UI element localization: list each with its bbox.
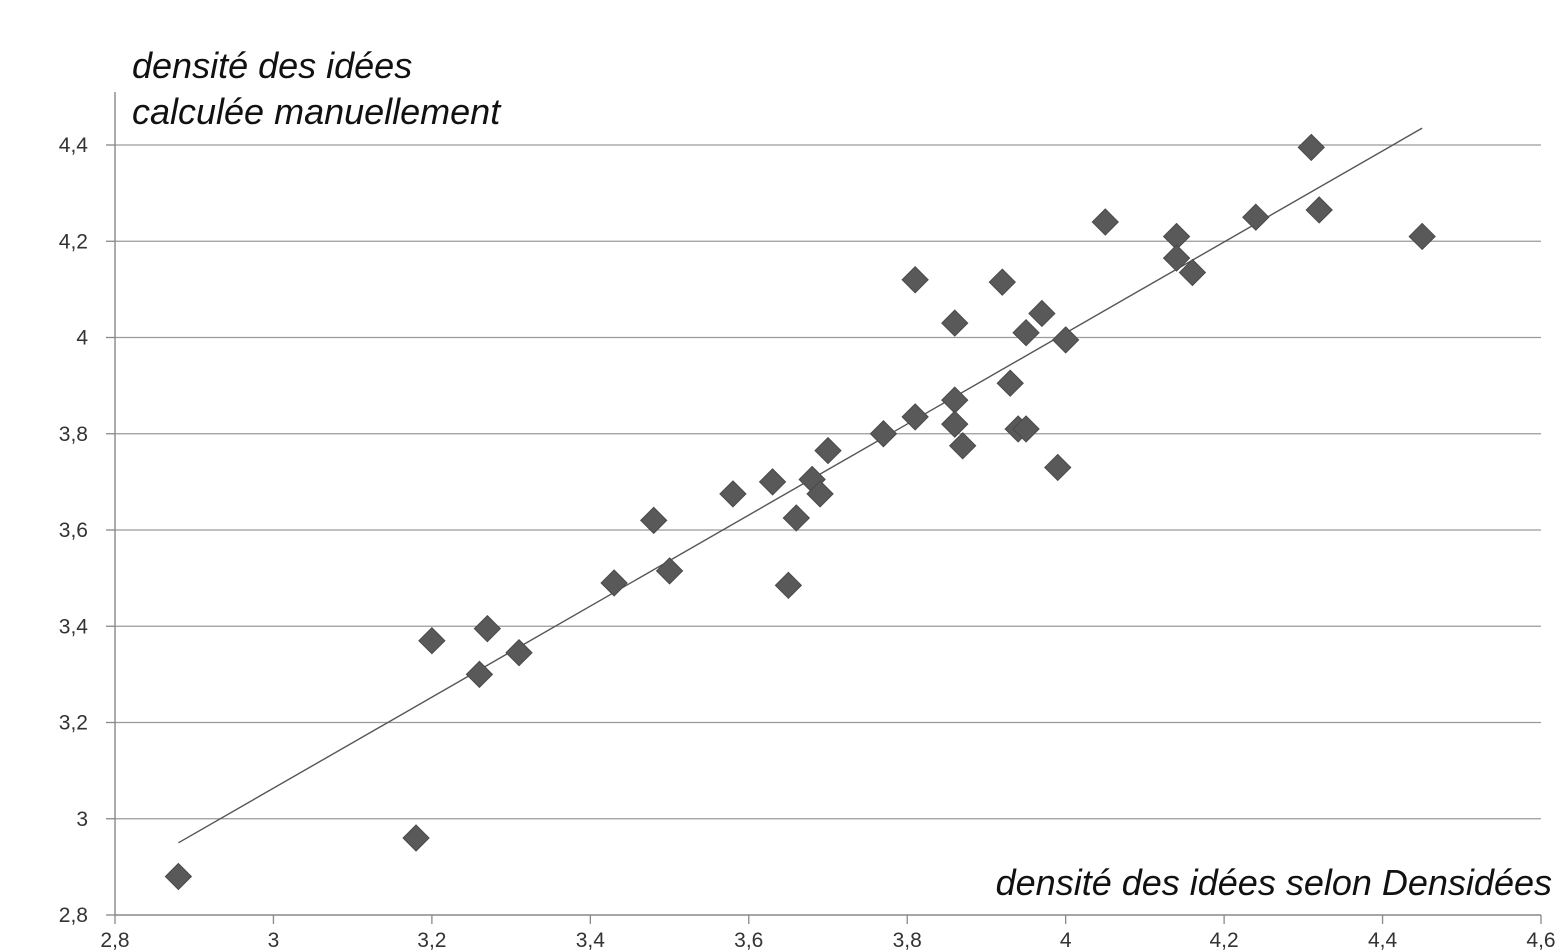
x-tick-label-0: 2,8 [100, 929, 129, 952]
gridlines [115, 144, 1541, 820]
y-tick-label-1: 3 [76, 808, 88, 831]
data-point-37 [1305, 196, 1333, 224]
y-tick-labels: 2,8 3 3,2 3,4 3,6 3,8 4 4,2 4,4 [59, 134, 89, 927]
data-point-17 [901, 403, 929, 431]
data-point-5 [505, 639, 533, 667]
x-tick-label-2: 3,2 [417, 929, 446, 952]
data-point-4 [473, 614, 502, 643]
data-point-26 [1012, 415, 1040, 443]
y-tick-label-4: 3,6 [59, 519, 88, 542]
data-point-0 [164, 862, 193, 891]
data-point-34 [1178, 258, 1207, 287]
data-point-10 [758, 468, 787, 496]
x-tick-label-9: 4,6 [1526, 929, 1555, 952]
y-tick-label-8: 4,4 [59, 134, 89, 157]
data-point-38 [1408, 222, 1436, 251]
data-point-33 [1162, 244, 1191, 272]
data-points [164, 133, 1436, 891]
data-point-21 [941, 410, 969, 438]
data-point-35 [1242, 203, 1270, 231]
data-point-1 [402, 824, 430, 852]
data-point-31 [1091, 208, 1119, 236]
x-tick-label-4: 3,6 [734, 929, 763, 952]
y-tick-label-6: 4 [76, 327, 88, 350]
data-point-24 [996, 369, 1024, 397]
data-point-19 [941, 309, 969, 337]
y-tick-label-7: 4,2 [59, 230, 88, 253]
data-point-9 [719, 480, 747, 508]
data-point-15 [814, 436, 842, 465]
data-point-29 [1044, 453, 1072, 482]
data-point-8 [655, 557, 684, 585]
x-tick-label-1: 3 [268, 929, 280, 952]
x-tick-label-7: 4,2 [1210, 929, 1239, 952]
y-axis-label-line-1: densité des idées [132, 45, 412, 86]
y-axis-label-line-2: calculée manuellement [132, 91, 502, 132]
data-point-3 [465, 660, 494, 689]
data-point-23 [988, 268, 1016, 296]
data-point-6 [600, 569, 628, 597]
data-point-28 [1028, 299, 1056, 328]
y-tick-label-2: 3,2 [59, 712, 88, 735]
data-point-27 [1012, 318, 1040, 347]
data-point-30 [1051, 326, 1080, 354]
x-tick-label-8: 4,4 [1368, 929, 1398, 952]
y-tick-label-3: 3,4 [59, 615, 89, 638]
data-point-2 [418, 626, 446, 655]
data-point-36 [1297, 133, 1325, 162]
x-tick-label-3: 3,4 [576, 929, 606, 952]
x-tick-labels: 2,8 3 3,2 3,4 3,6 3,8 4 4,2 4,4 4,6 [100, 929, 1555, 952]
y-tick-label-0: 2,8 [59, 904, 88, 927]
x-axis-label: densité des idées selon Densidées [996, 862, 1552, 903]
data-point-7 [640, 506, 668, 535]
y-tick-label-5: 3,8 [59, 423, 88, 446]
trendline [178, 127, 1423, 844]
data-point-14 [806, 480, 834, 508]
data-point-12 [782, 504, 811, 532]
data-point-16 [869, 420, 898, 448]
data-point-18 [901, 266, 929, 294]
data-point-11 [774, 571, 803, 600]
x-tick-label-5: 3,8 [893, 929, 922, 952]
x-tick-label-6: 4 [1060, 929, 1072, 952]
axes [106, 92, 1542, 924]
data-point-22 [948, 432, 977, 460]
